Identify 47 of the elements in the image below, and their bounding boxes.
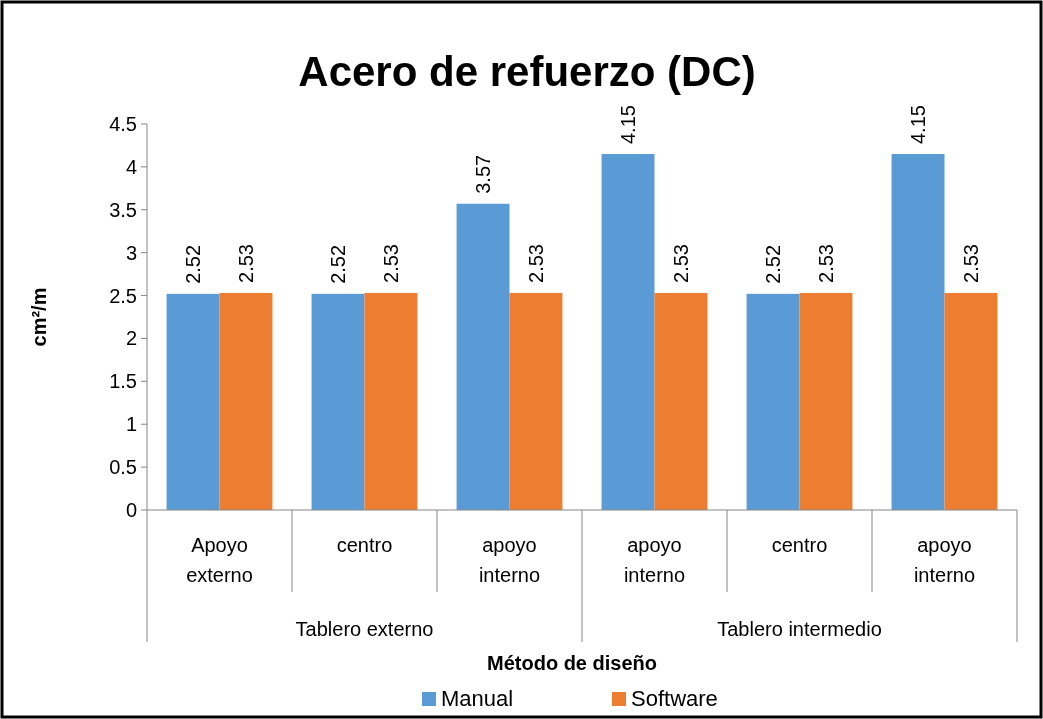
y-tick-label: 0.5 — [109, 456, 137, 479]
data-label: 4.15 — [907, 105, 930, 145]
bar — [311, 293, 365, 510]
bar — [364, 292, 418, 510]
y-tick-label: 3 — [125, 241, 137, 264]
bar — [654, 292, 708, 510]
data-label: 4.15 — [617, 105, 640, 145]
y-tick-label: 3.5 — [109, 198, 137, 221]
bar — [219, 292, 273, 510]
y-tick-label: 0 — [125, 499, 137, 521]
text: Tablero externo — [295, 618, 434, 640]
bar — [944, 292, 998, 510]
bar — [456, 203, 510, 510]
bar — [509, 292, 563, 510]
data-label: 2.53 — [234, 244, 257, 283]
data-label: 2.52 — [327, 244, 350, 284]
bar — [746, 293, 800, 510]
data-label: 2.53 — [959, 244, 982, 283]
y-tick-label: 1 — [125, 413, 137, 436]
legend-label: Software — [631, 686, 718, 711]
data-label: 2.53 — [379, 244, 402, 283]
bar — [891, 154, 945, 510]
y-tick-label: 4.5 — [109, 113, 137, 135]
data-label: 2.53 — [524, 244, 547, 283]
x-tick-label: Apoyo externo — [186, 534, 253, 586]
data-label: 2.53 — [669, 244, 692, 283]
x-axis-title: Método de diseño — [487, 652, 657, 674]
bar — [601, 154, 655, 510]
x-tick-label: apoyo interno — [478, 534, 541, 586]
data-label: 3.57 — [472, 154, 495, 194]
bar — [799, 292, 853, 510]
y-tick-label: 2.5 — [109, 284, 137, 307]
data-label: 2.53 — [814, 244, 837, 283]
y-tick-label: 4 — [125, 155, 137, 178]
legend-label: Manual — [441, 686, 514, 711]
x-tick-label: apoyo interno — [913, 534, 976, 586]
text: Tablero intermedio — [717, 618, 882, 640]
bar — [166, 293, 220, 510]
data-label: 2.52 — [762, 244, 785, 284]
x-tick-label: apoyo interno — [623, 534, 686, 586]
data-label: 2.52 — [182, 244, 205, 284]
y-tick-label: 2 — [125, 327, 137, 350]
x-tick-label: centro — [336, 534, 393, 556]
y-axis-title: cm²/m — [28, 287, 50, 347]
chart-title: Acero de refuerzo (DC) — [298, 48, 756, 95]
y-tick-label: 1.5 — [109, 370, 137, 393]
x-tick-label: centro — [771, 534, 828, 556]
